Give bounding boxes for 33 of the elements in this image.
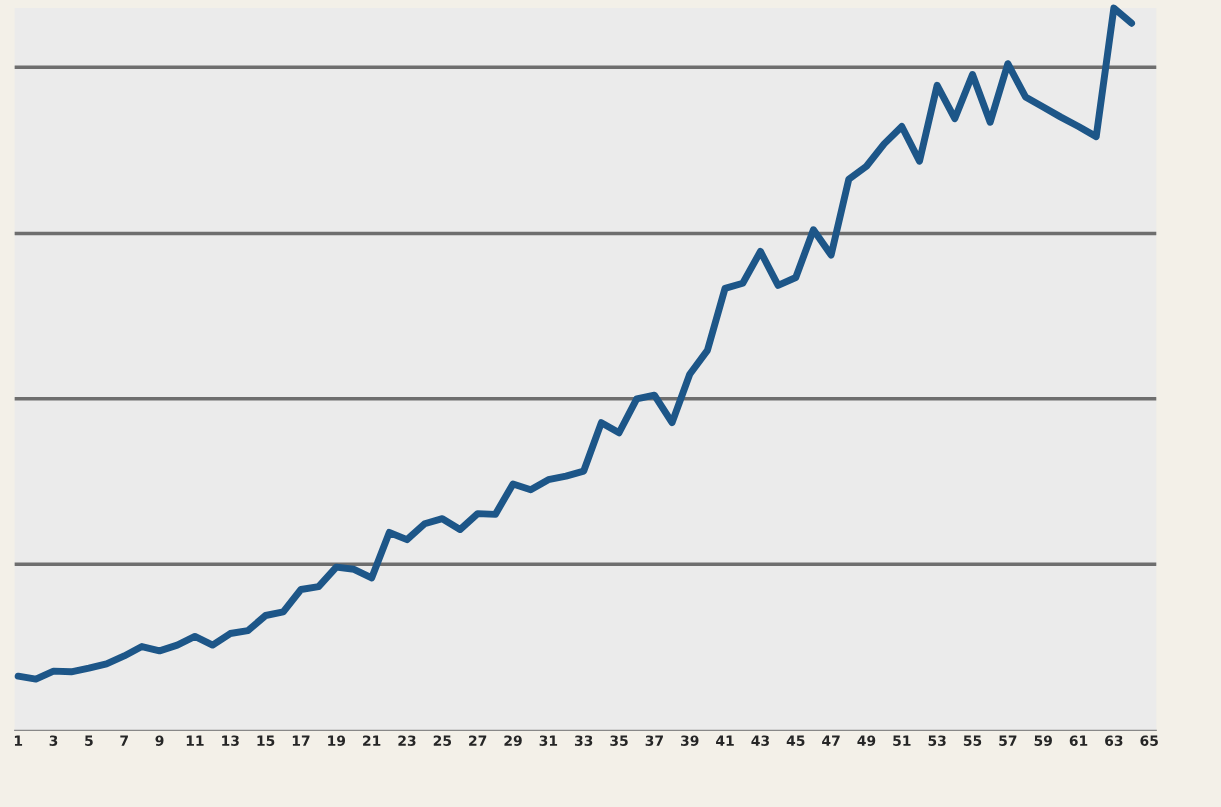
x-tick-label: 33 bbox=[574, 735, 593, 746]
x-tick-label: 47 bbox=[822, 735, 840, 746]
x-tick-label: 1 bbox=[14, 735, 23, 746]
x-tick-label: 31 bbox=[539, 735, 558, 746]
x-tick-label: 43 bbox=[751, 735, 769, 746]
x-tick-label: 57 bbox=[999, 735, 1017, 746]
x-tick-label: 41 bbox=[716, 735, 734, 746]
x-tick-label: 21 bbox=[363, 735, 381, 746]
x-tick-label: 19 bbox=[328, 735, 346, 746]
x-tick-label: 51 bbox=[893, 735, 911, 746]
x-tick-label: 23 bbox=[398, 735, 416, 746]
x-tick-label: 55 bbox=[963, 735, 982, 746]
x-tick-label: 61 bbox=[1069, 735, 1088, 746]
x-tick-label: 3 bbox=[49, 735, 58, 746]
x-tick-label: 11 bbox=[186, 735, 204, 746]
x-tick-label: 35 bbox=[610, 735, 628, 746]
x-tick-label: 15 bbox=[257, 735, 275, 746]
x-tick-label: 7 bbox=[120, 735, 128, 746]
x-tick-label: 17 bbox=[292, 735, 310, 746]
x-tick-label: 29 bbox=[504, 735, 522, 746]
x-tick-label: 13 bbox=[222, 735, 239, 746]
x-tick-label: 27 bbox=[469, 735, 487, 746]
x-tick-label: 59 bbox=[1034, 735, 1052, 746]
x-tick-label: 39 bbox=[681, 735, 699, 746]
x-tick-label: 25 bbox=[433, 735, 452, 746]
x-tick-label: 9 bbox=[155, 735, 164, 746]
x-tick-label: 45 bbox=[786, 735, 805, 746]
x-tick-label: 5 bbox=[85, 735, 93, 746]
x-tick-label: 53 bbox=[928, 735, 946, 746]
x-tick-label: 37 bbox=[645, 735, 663, 746]
x-tick-label: 63 bbox=[1105, 735, 1123, 746]
x-tick-label: 49 bbox=[857, 735, 876, 746]
x-tick-label: 65 bbox=[1140, 735, 1158, 746]
